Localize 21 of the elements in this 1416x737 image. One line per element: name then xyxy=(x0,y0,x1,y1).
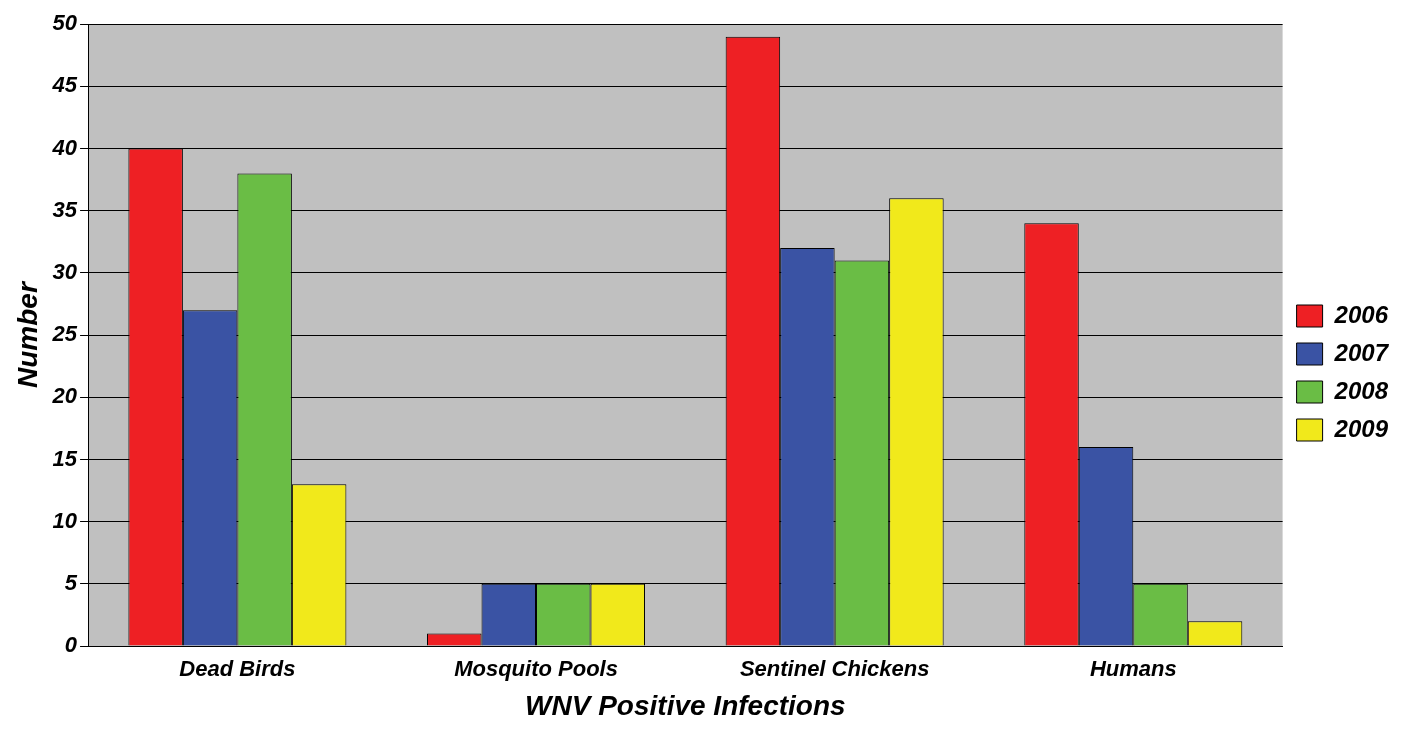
y-tick-label: 5 xyxy=(64,569,78,595)
x-tick-label: Sentinel Chickens xyxy=(739,656,930,682)
y-tick-label: 50 xyxy=(52,10,78,36)
y-tick-label: 0 xyxy=(64,632,78,658)
y-axis-title: Number xyxy=(11,280,43,388)
y-tick-label: 20 xyxy=(51,383,78,409)
y-tick-label: 10 xyxy=(52,507,78,533)
y-tick-label: 35 xyxy=(52,196,78,222)
y-tick-label: 30 xyxy=(52,258,78,284)
y-tick-label: 25 xyxy=(51,321,78,347)
x-axis-title: WNV Positive Infections xyxy=(525,689,846,721)
x-tick-label: Dead Birds xyxy=(179,656,296,682)
x-tick-label: Mosquito Pools xyxy=(454,656,618,682)
y-tick-label: 15 xyxy=(52,445,78,471)
y-tick-label: 40 xyxy=(51,134,78,160)
legend-label: 2009 xyxy=(1333,414,1389,442)
legend-label: 2007 xyxy=(1333,338,1390,366)
x-tick-label: Humans xyxy=(1089,656,1177,682)
legend-label: 2008 xyxy=(1333,376,1389,404)
y-tick-label: 45 xyxy=(51,72,78,98)
legend-label: 2006 xyxy=(1333,300,1389,328)
